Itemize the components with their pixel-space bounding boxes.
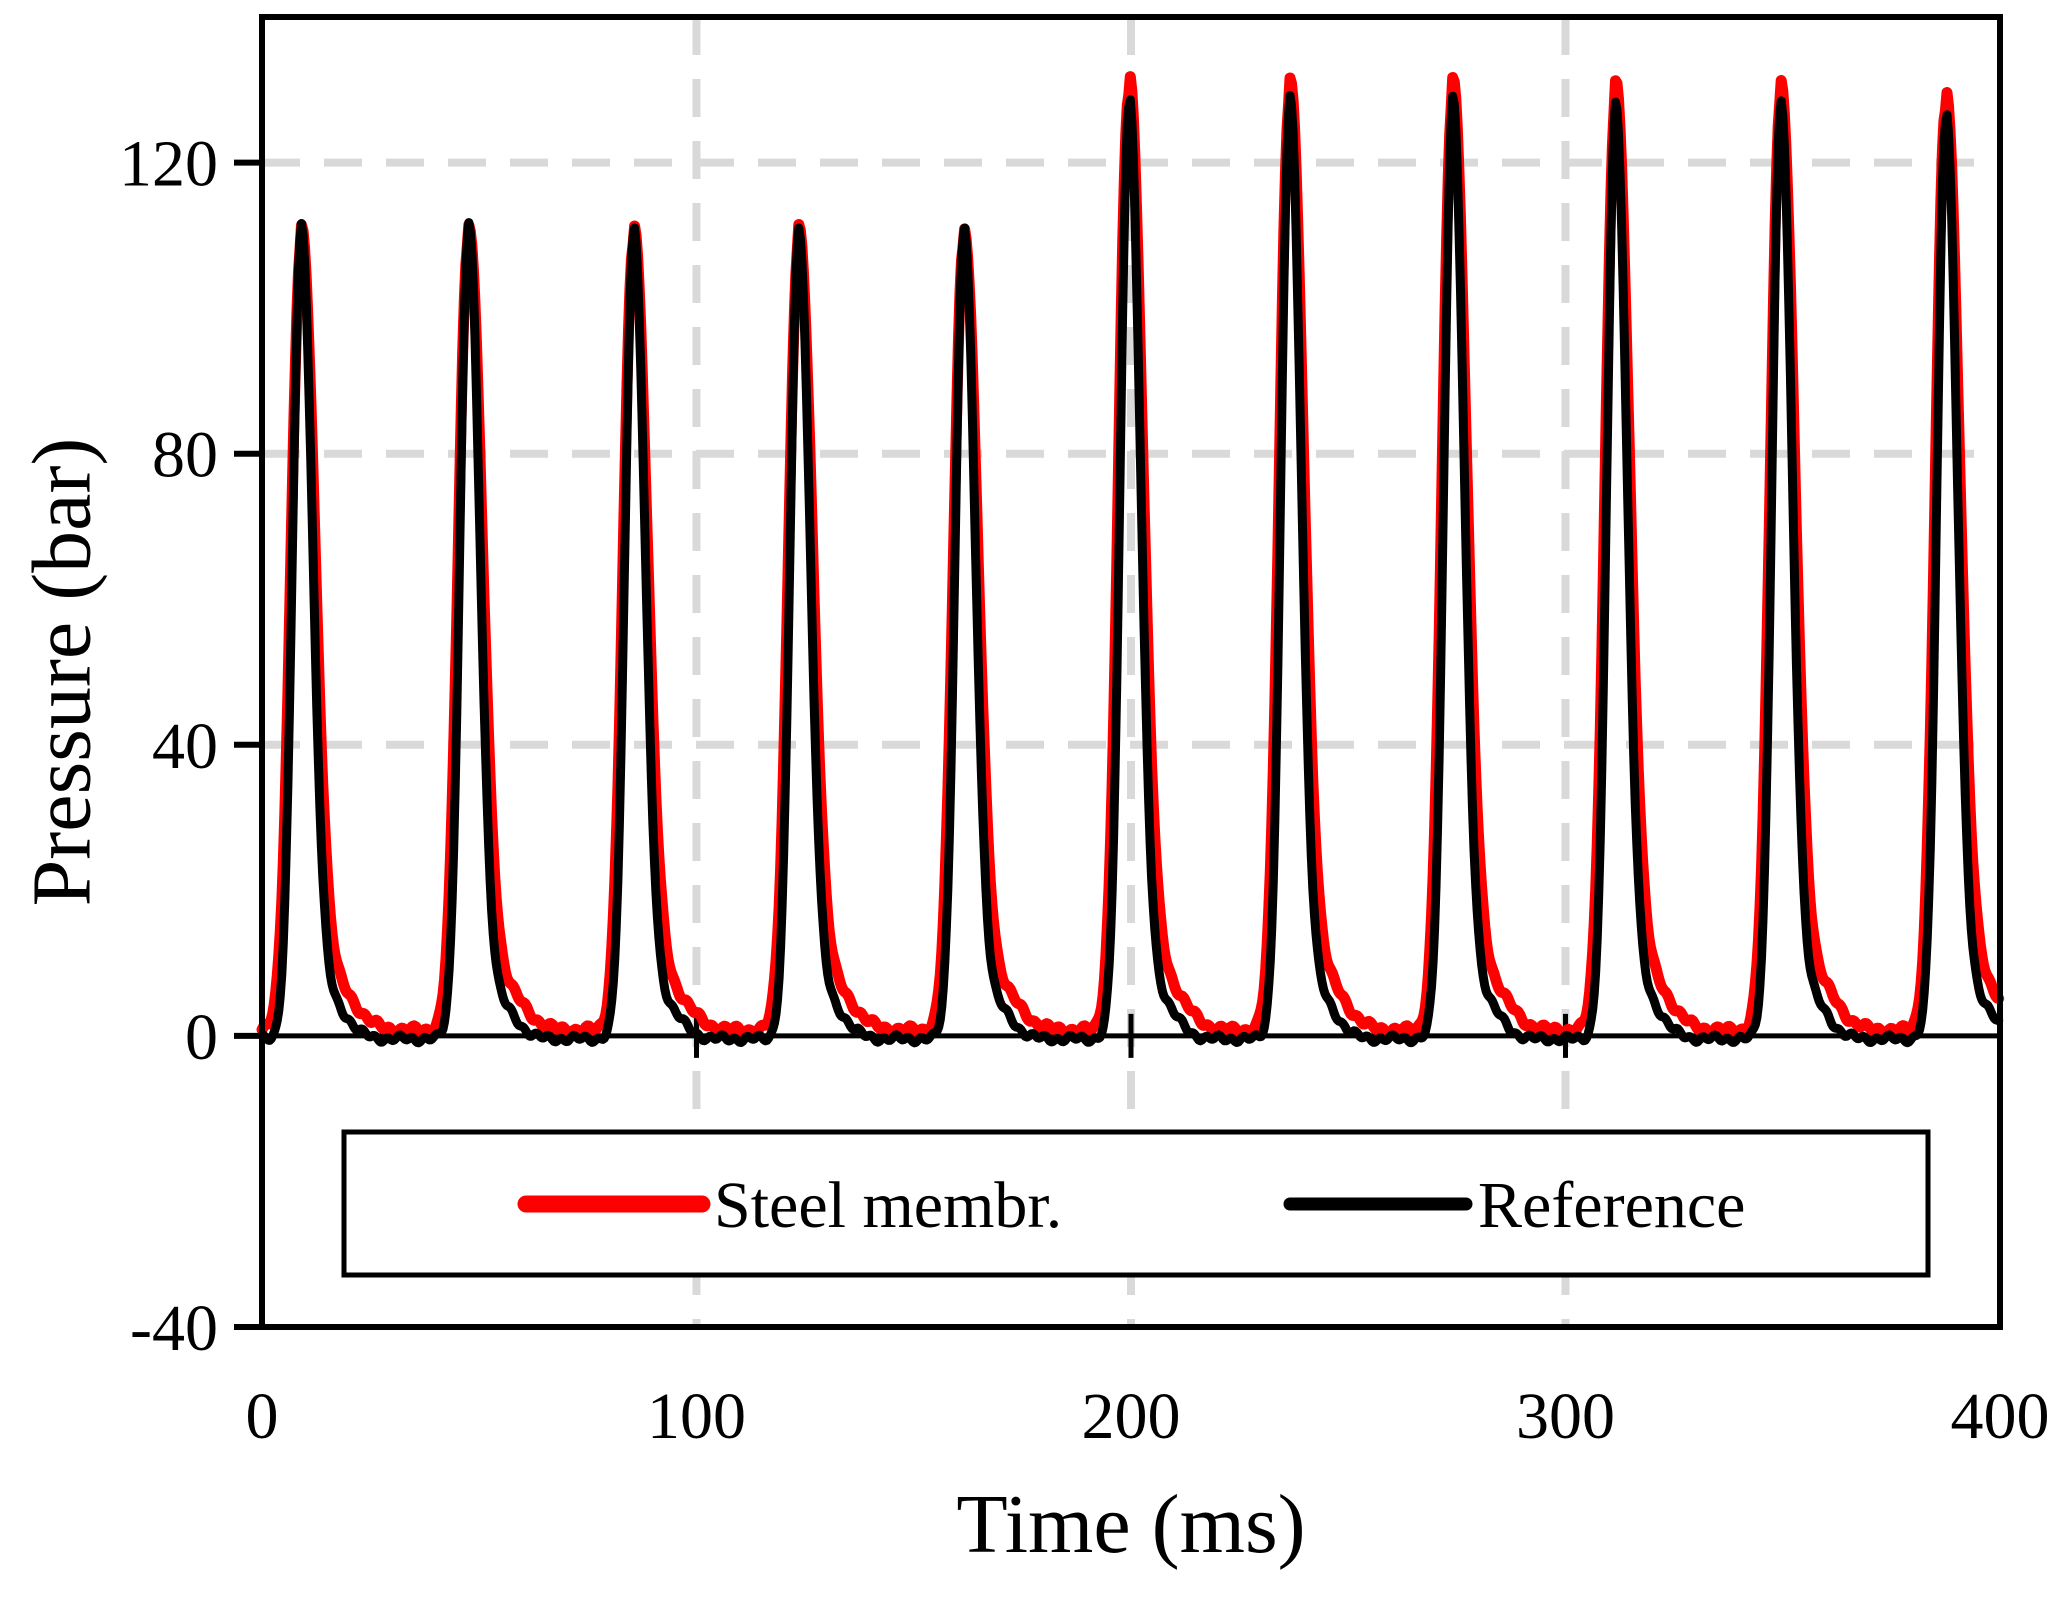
legend-label-steel-membr: Steel membr. [714, 1169, 1062, 1242]
series-line-steel-membr [256, 71, 2005, 1040]
y-tick-label-80: 80 [152, 419, 218, 492]
y-tick-label--40: -40 [130, 1292, 218, 1365]
legend: Steel membr. Reference [341, 1129, 1931, 1278]
series-paths [256, 71, 2005, 1048]
y-tick-label-120: 120 [119, 128, 218, 201]
x-axis-title: Time (ms) [956, 1478, 1305, 1571]
x-tick-label-300: 300 [1516, 1380, 1615, 1453]
tick-labels: -40 0 40 80 120 0 100 200 300 400 [119, 128, 2050, 1453]
x-tick-label-100: 100 [647, 1380, 746, 1453]
x-tick-label-200: 200 [1082, 1380, 1181, 1453]
series-line-reference [257, 90, 2004, 1048]
x-tick-label-0: 0 [246, 1380, 279, 1453]
y-tick-label-0: 0 [185, 1001, 218, 1074]
legend-label-reference: Reference [1478, 1169, 1745, 1242]
y-axis-title: Pressure (bar) [16, 438, 109, 907]
y-tick-label-40: 40 [152, 710, 218, 783]
x-tick-label-400: 400 [1951, 1380, 2050, 1453]
plot-border [259, 14, 2003, 1330]
